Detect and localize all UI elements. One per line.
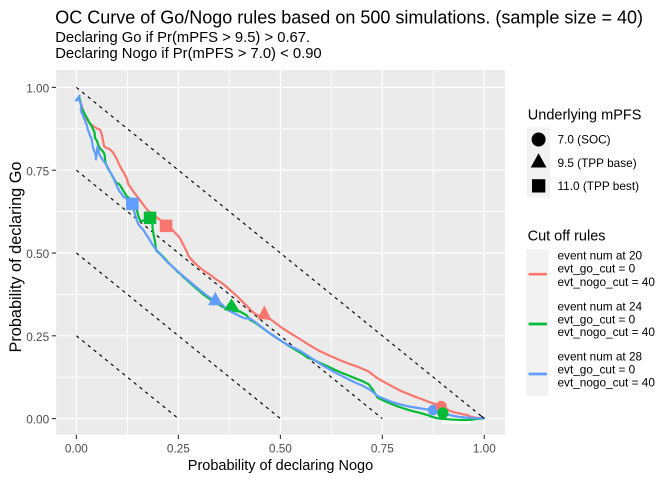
svg-text:Cut off rules: Cut off rules [528,228,606,244]
svg-text:0.00: 0.00 [65,442,88,456]
svg-text:0.25: 0.25 [26,330,49,344]
svg-text:evt_nogo_cut = 40: evt_nogo_cut = 40 [558,325,656,339]
svg-text:evt_nogo_cut = 40: evt_nogo_cut = 40 [558,376,656,390]
svg-text:Probability of declaring Nogo: Probability of declaring Nogo [188,458,373,474]
svg-text:0.50: 0.50 [269,442,292,456]
svg-text:0.50: 0.50 [26,247,49,261]
svg-text:Probability of declaring Go: Probability of declaring Go [7,162,25,353]
svg-text:7.0 (SOC): 7.0 (SOC) [558,133,611,147]
svg-text:0.25: 0.25 [167,442,190,456]
svg-text:11.0 (TPP best): 11.0 (TPP best) [558,179,640,193]
svg-text:9.5 (TPP base): 9.5 (TPP base) [558,156,637,170]
svg-text:evt_go_cut = 0: evt_go_cut = 0 [558,312,636,326]
svg-text:0.75: 0.75 [371,442,394,456]
svg-text:OC Curve of Go/Nogo rules base: OC Curve of Go/Nogo rules based on 500 s… [55,7,643,27]
svg-text:evt_go_cut = 0: evt_go_cut = 0 [558,262,636,276]
svg-text:1.00: 1.00 [26,82,49,96]
svg-text:event num at 20: event num at 20 [558,249,643,263]
svg-text:0.75: 0.75 [26,164,49,178]
svg-text:evt_go_cut = 0: evt_go_cut = 0 [558,363,636,377]
svg-text:event num at 28: event num at 28 [558,350,643,364]
svg-text:0.00: 0.00 [26,413,49,427]
svg-text:event num at 24: event num at 24 [558,299,643,313]
svg-text:Underlying mPFS: Underlying mPFS [528,107,642,123]
svg-text:Declaring Nogo if Pr(mPFS > 7.: Declaring Nogo if Pr(mPFS > 7.0) < 0.90 [55,46,321,62]
svg-text:1.00: 1.00 [473,442,496,456]
svg-text:Declaring Go if Pr(mPFS > 9.5): Declaring Go if Pr(mPFS > 9.5) > 0.67. [55,30,310,46]
svg-text:evt_nogo_cut = 40: evt_nogo_cut = 40 [558,275,656,289]
